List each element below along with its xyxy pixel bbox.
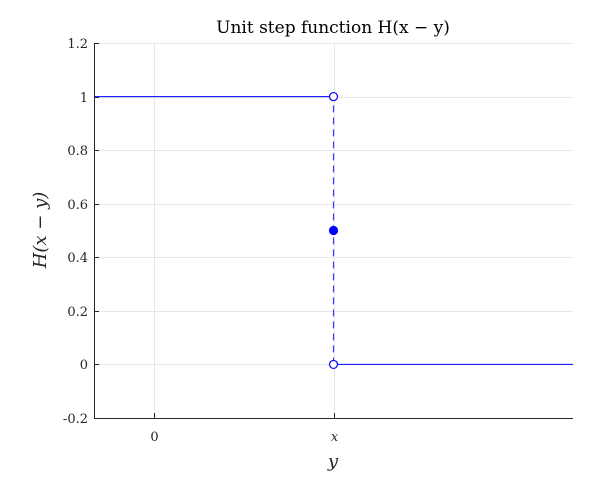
y-tick-label: 0.8 [67, 144, 88, 159]
y-tick-label: 0 [80, 358, 88, 373]
x-tick-label: x [331, 430, 339, 445]
y-tick-label: 1.2 [67, 37, 88, 52]
open-point-marker [328, 91, 339, 102]
y-tick-label: 0.6 [67, 198, 88, 213]
tick-marks [94, 43, 335, 419]
plot-markers [328, 91, 339, 370]
open-point-marker [328, 359, 339, 370]
filled-point-marker [328, 225, 339, 236]
y-axis-label: H(x − y) [30, 192, 51, 270]
y-tick-label: 0.4 [67, 251, 88, 266]
x-tick-label: 0 [150, 430, 158, 445]
y-tick-label: -0.2 [63, 412, 88, 427]
chart-title: Unit step function H(x − y) [216, 18, 450, 38]
y-tick-label: 1 [80, 91, 88, 106]
y-tick-label: 0.2 [67, 305, 88, 320]
axes [94, 43, 573, 419]
x-axis-label: y [327, 451, 339, 472]
